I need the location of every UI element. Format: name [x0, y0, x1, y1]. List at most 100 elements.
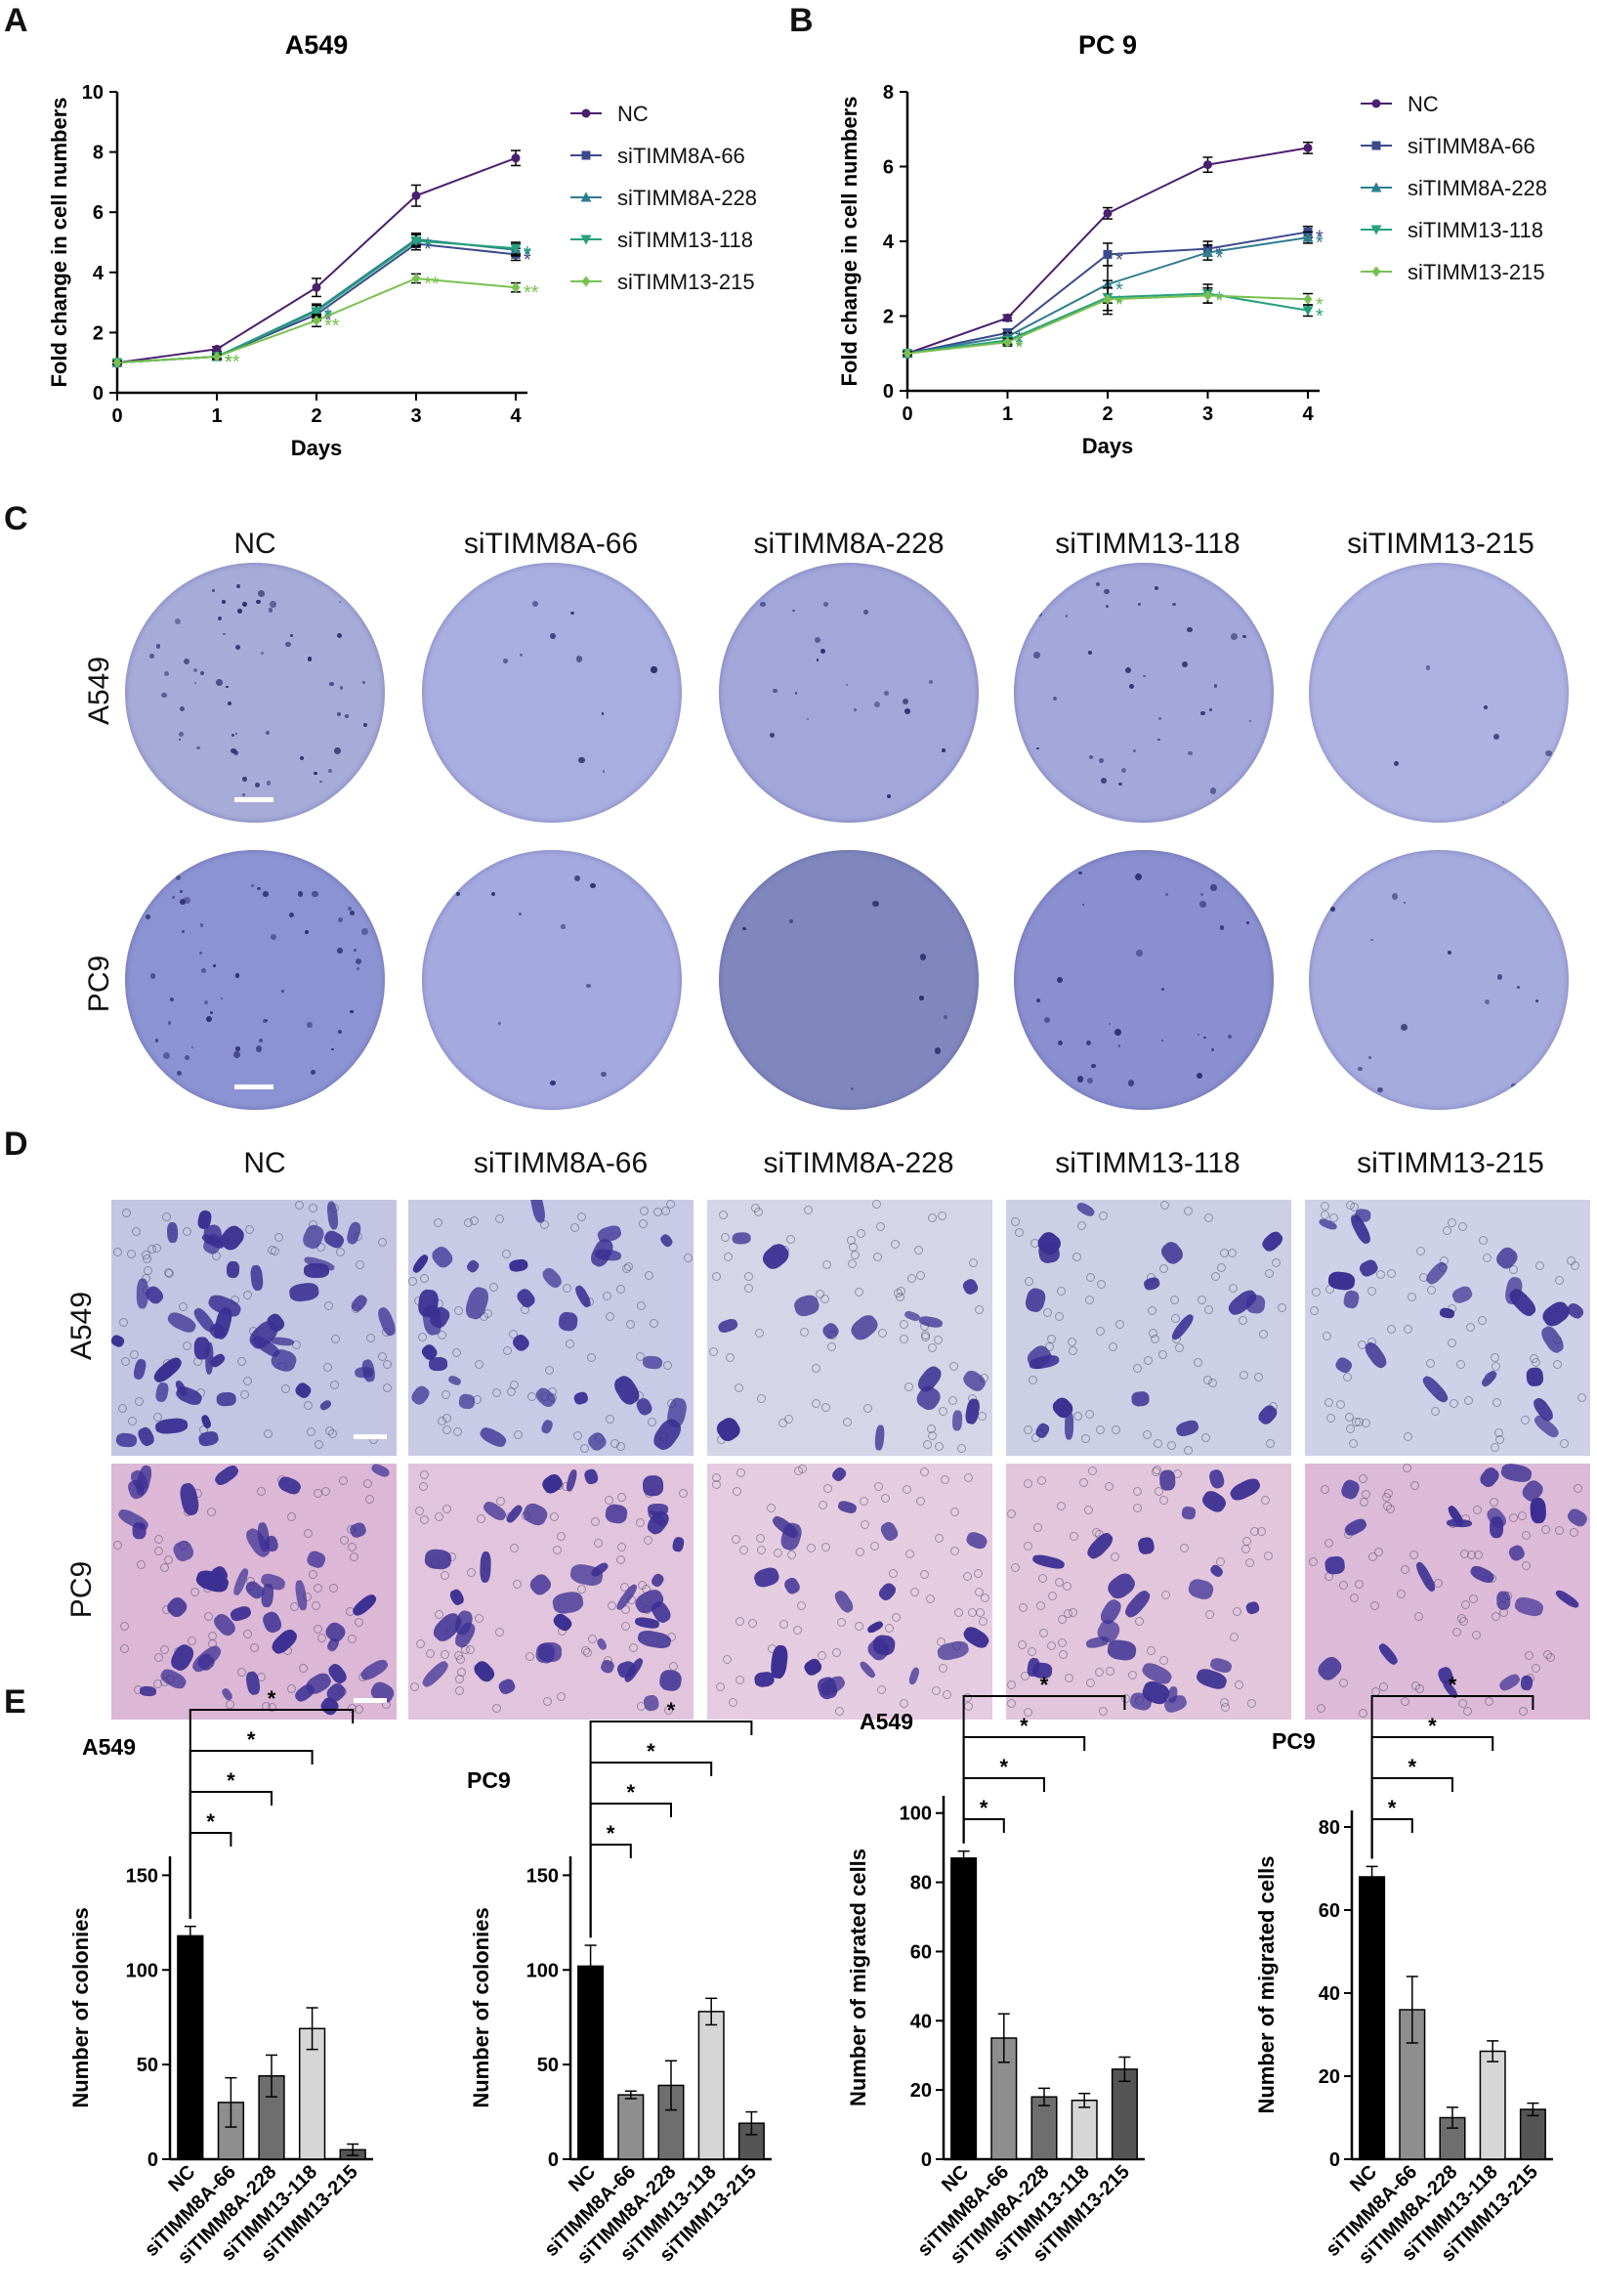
colony-dish-a549-3 [719, 563, 979, 823]
membrane-pore [913, 1246, 923, 1255]
membrane-pore [1265, 1268, 1275, 1278]
bar [577, 1965, 605, 2160]
membrane-pore [134, 1397, 144, 1407]
y-tick-label: 0 [93, 383, 104, 404]
colony-dot [1160, 1040, 1163, 1042]
bar [1519, 2108, 1546, 2160]
colony-dot [161, 692, 167, 698]
colony-dot [807, 718, 810, 721]
y-tick-label: 80 [1319, 1817, 1340, 1839]
membrane-pore [778, 1418, 788, 1427]
membrane-pore [244, 1225, 254, 1235]
membrane-pore [1239, 1316, 1248, 1326]
significance-star: * [627, 1780, 636, 1805]
colony-dot [1040, 875, 1047, 883]
colony-dot [1118, 782, 1122, 787]
colony-dot [339, 600, 342, 604]
colony-dot [361, 927, 369, 935]
membrane-pore [1160, 1200, 1170, 1210]
y-tick-label: 6 [93, 202, 104, 224]
membrane-pore [314, 1440, 323, 1450]
colony-dot [490, 891, 496, 897]
membrane-pore [1067, 1337, 1076, 1346]
membrane-pore [1096, 1425, 1105, 1435]
membrane-pore [280, 1383, 290, 1393]
colony-dot [345, 714, 349, 718]
colony-dot [235, 732, 238, 736]
data-point [1371, 141, 1381, 150]
colony-dot [181, 930, 185, 934]
colony-dot [1108, 1023, 1111, 1026]
colony-dot [1203, 1036, 1206, 1040]
significance-star: * [1216, 247, 1224, 269]
colony-dot [1227, 1034, 1232, 1039]
y-tick-label: 2 [883, 307, 894, 328]
significance-star: * [1316, 233, 1324, 254]
colony-dot [795, 692, 798, 695]
membrane-pore [417, 1332, 427, 1341]
colony-header-sitimm8a-66: siTIMM8A-66 [463, 528, 639, 560]
bar [1071, 2100, 1098, 2160]
colony-dot [204, 999, 209, 1004]
colony-dot [1124, 666, 1131, 673]
membrane-pore [615, 1442, 625, 1452]
colony-dot [1545, 749, 1552, 756]
membrane-pore [160, 1562, 170, 1572]
membrane-pore [236, 1357, 246, 1367]
membrane-pore [1322, 1332, 1331, 1341]
colony-dish-pc9-5 [1309, 850, 1569, 1110]
membrane-pore [1367, 1287, 1377, 1297]
significance-star: * [1449, 1673, 1457, 1697]
colony-dot [851, 1087, 855, 1091]
membrane-pore [1169, 1296, 1179, 1305]
colony-dot [863, 609, 868, 615]
significance-bracket [962, 1736, 1086, 1844]
y-tick-label: 10 [82, 82, 104, 104]
membrane-pore [1404, 1432, 1413, 1442]
y-tick-label: 0 [147, 2149, 158, 2171]
colony-dot [575, 656, 583, 663]
significance-star: ** [324, 316, 340, 337]
membrane-pore [639, 1207, 649, 1216]
colony-dot [190, 1045, 194, 1049]
membrane-pore [1272, 1257, 1282, 1267]
membrane-pore [786, 1235, 796, 1245]
series-siTIMM13-215: * * * * siTIMM13-215 [903, 260, 1545, 359]
data-point [1003, 313, 1012, 322]
series-siTIMM13-118: ****siTIMM13-118 [111, 228, 753, 373]
membrane-pore [1346, 1201, 1356, 1211]
membrane-pore [586, 1353, 596, 1363]
membrane-pore [1495, 1434, 1505, 1444]
membrane-pore [800, 1327, 810, 1337]
colony-dot [336, 632, 342, 639]
significance-star: * [1000, 1755, 1009, 1779]
membrane-pore [469, 1216, 479, 1226]
significance-star: * [1316, 294, 1324, 316]
membrane-pore [1228, 1249, 1238, 1258]
data-point [1303, 143, 1313, 152]
significance-star: ** [524, 282, 539, 304]
migration-image-a549-4 [1006, 1200, 1291, 1456]
significance-star: * [1408, 1755, 1417, 1779]
colony-dot [1242, 635, 1246, 639]
membrane-pore [1183, 1445, 1193, 1455]
y-tick-label: 4 [883, 232, 895, 253]
colony-dot [1188, 751, 1193, 756]
colony-dish-pc9-2 [422, 850, 682, 1110]
colony-header-sitimm13-215: siTIMM13-215 [1347, 528, 1534, 560]
colony-dot [258, 1038, 264, 1043]
significance-bracket [189, 1832, 232, 1919]
colony-dot [223, 633, 226, 636]
significance-bracket [189, 1750, 314, 1919]
membrane-pore [257, 1486, 267, 1496]
colony-dot [270, 933, 276, 941]
colony-dot [1200, 710, 1205, 716]
membrane-pore [708, 1346, 718, 1356]
colony-dot [1197, 1072, 1203, 1079]
legend-label: siTIMM13-118 [1408, 218, 1543, 242]
colony-dot [943, 1014, 948, 1020]
colony-dot [919, 996, 924, 1000]
membrane-pore [750, 1204, 760, 1213]
colony-dot [1161, 988, 1165, 992]
colony-dot [1057, 1040, 1064, 1046]
